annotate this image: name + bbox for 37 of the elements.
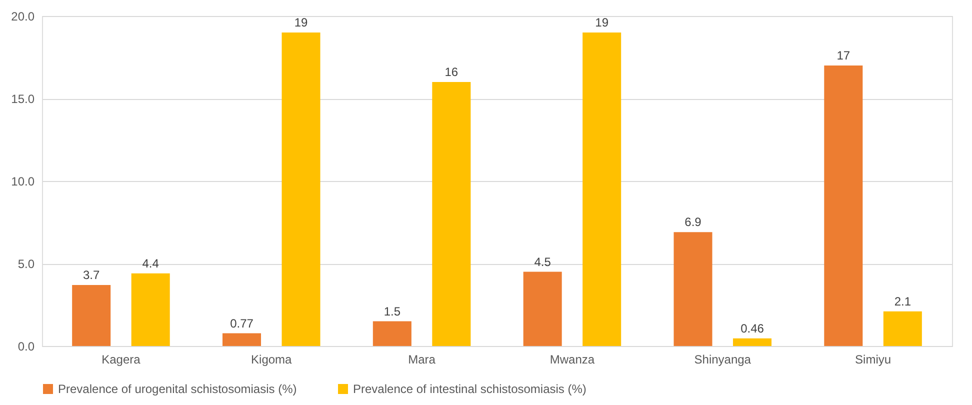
bar bbox=[523, 272, 562, 346]
bar bbox=[372, 321, 412, 346]
data-label: 19 bbox=[294, 16, 308, 30]
x-tick-label: Shinyanga bbox=[694, 352, 752, 366]
data-label: 6.9 bbox=[684, 215, 702, 230]
y-tick-label: 10.0 bbox=[11, 174, 35, 188]
x-tick-label: Kigoma bbox=[251, 352, 292, 366]
data-label: 16 bbox=[444, 65, 458, 79]
bar bbox=[222, 333, 262, 346]
data-label: 0.46 bbox=[740, 321, 764, 336]
data-label: 2.1 bbox=[894, 294, 912, 308]
data-label: 0.77 bbox=[230, 316, 254, 330]
bar bbox=[732, 338, 772, 346]
y-tick-label: 0.0 bbox=[18, 340, 35, 354]
x-tick-label: Simiyu bbox=[855, 352, 892, 366]
data-label: 3.7 bbox=[82, 268, 100, 282]
data-label: 17 bbox=[836, 48, 850, 62]
x-tick-label: Mara bbox=[408, 352, 436, 366]
bar bbox=[674, 232, 712, 346]
bar bbox=[824, 66, 863, 346]
data-label: 19 bbox=[595, 16, 609, 30]
data-label: 4.5 bbox=[534, 254, 552, 269]
y-tick-label: 15.0 bbox=[11, 92, 35, 106]
bar bbox=[282, 32, 320, 346]
data-label: 4.4 bbox=[142, 256, 160, 270]
bar bbox=[432, 82, 471, 346]
data-label: 1.5 bbox=[384, 304, 401, 318]
legend-label: Prevalence of urogenital schistosomiasis (%) bbox=[58, 382, 297, 396]
bar bbox=[131, 273, 170, 346]
y-tick-label: 5.0 bbox=[18, 257, 35, 271]
bar bbox=[883, 311, 922, 346]
y-tick-label: 20.0 bbox=[11, 10, 35, 24]
bar bbox=[582, 32, 622, 346]
x-tick-label: Kagera bbox=[102, 352, 141, 366]
x-tick-label: Mwanza bbox=[550, 352, 595, 366]
bar bbox=[72, 284, 111, 346]
legend-label: Prevalence of intestinal schistosomiasis (%) bbox=[353, 382, 586, 396]
